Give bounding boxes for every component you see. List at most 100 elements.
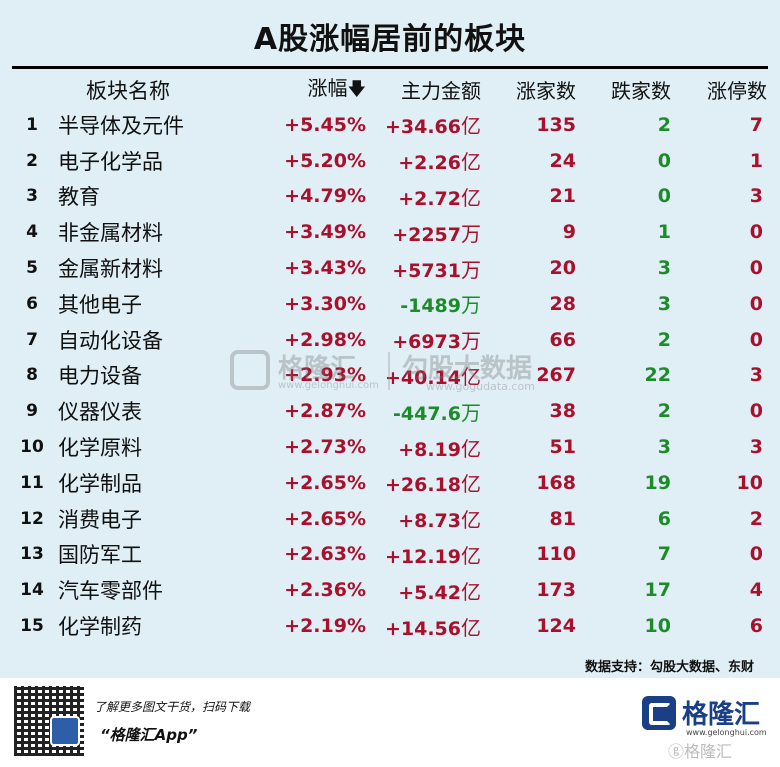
row-pct-change: +2.98% [284,328,366,351]
amount-header: 主力金额 [401,79,481,103]
row-main-amount: +6973万 [366,322,481,358]
row-limit-up-count: 0 [749,543,763,566]
row-amount-unit: 亿 [461,508,481,533]
row-amount-unit: 亿 [461,150,481,175]
table-row[interactable]: 15 化学制药 +2.19% +14.56亿 124 10 6 [14,608,780,644]
row-amount-value: -447.6 [393,402,461,425]
row-rank: 9 [26,401,38,422]
title-divider [12,66,768,69]
table-row[interactable]: 11 化学制品 +2.65% +26.18亿 168 19 10 [14,465,780,501]
row-pct-change: +4.79% [284,185,366,208]
row-amount-unit: 亿 [461,543,481,568]
row-sector-name: 教育 [58,185,100,210]
row-amount-value: +2257 [392,223,461,246]
table-row[interactable]: 8 电力设备 +2.93% +40.14亿 267 22 3 [14,358,780,394]
row-main-amount: +2257万 [366,214,481,250]
table-body: 1 半导体及元件 +5.45% +34.66亿 135 2 7 2 电子化学品 +5.20% +2.… [14,107,780,644]
row-down-count: 3 [657,436,671,459]
row-sector-name: 仪器仪表 [58,400,142,425]
row-main-amount: +34.66亿 [366,107,481,143]
row-sector-name: 汽车零部件 [58,579,163,604]
pct-header[interactable]: 涨幅🡇 [276,72,366,107]
row-up-count: 20 [549,257,576,280]
row-main-amount: +2.72亿 [366,179,481,215]
table-row[interactable]: 5 金属新材料 +3.43% +5731万 20 3 0 [14,250,780,286]
row-up-count: 9 [562,221,576,244]
row-amount-unit: 亿 [461,185,481,210]
row-amount-unit: 万 [461,221,481,246]
row-rank: 13 [20,544,44,565]
row-amount-value: +8.19 [398,438,461,461]
table-row[interactable]: 2 电子化学品 +5.20% +2.26亿 24 0 1 [14,143,780,179]
row-down-count: 7 [657,543,671,566]
brand-watermark: ⓖ格隆汇 [668,742,733,761]
row-up-count: 21 [549,185,576,208]
name-header: 板块名称 [86,78,170,103]
row-amount-value: -1489 [400,295,461,318]
qr-code-icon[interactable] [14,686,84,756]
row-rank: 1 [26,114,38,135]
brand-site: www.gelonghui.com [686,728,767,737]
row-pct-change: +3.49% [284,221,366,244]
table-row[interactable]: 10 化学原料 +2.73% +8.19亿 51 3 3 [14,429,780,465]
table-row[interactable]: 4 非金属材料 +3.49% +2257万 9 1 0 [14,214,780,250]
row-limit-up-count: 2 [749,507,763,530]
row-limit-up-count: 6 [749,615,763,638]
row-sector-name: 消费电子 [58,507,142,532]
row-up-count: 124 [536,615,576,638]
row-amount-unit: 亿 [461,114,481,139]
row-pct-change: +2.93% [284,364,366,387]
row-limit-up-count: 3 [749,185,763,208]
row-rank: 3 [26,186,38,207]
row-up-count: 168 [536,471,576,494]
table-row[interactable]: 3 教育 +4.79% +2.72亿 21 0 3 [14,179,780,215]
row-pct-change: +2.87% [284,400,366,423]
row-amount-value: +5731 [392,259,461,282]
table-row[interactable]: 9 仪器仪表 +2.87% -447.6万 38 2 0 [14,393,780,429]
row-amount-unit: 亿 [461,579,481,604]
row-limit-up-count: 4 [749,579,763,602]
row-sector-name: 自动化设备 [58,328,163,353]
table-row[interactable]: 12 消费电子 +2.65% +8.73亿 81 6 2 [14,501,780,537]
table-row[interactable]: 6 其他电子 +3.30% -1489万 28 3 0 [14,286,780,322]
row-up-count: 267 [536,364,576,387]
row-main-amount: +5731万 [366,250,481,286]
table-row[interactable]: 7 自动化设备 +2.98% +6973万 66 2 0 [14,322,780,358]
row-down-count: 2 [657,328,671,351]
row-limit-up-count: 0 [749,328,763,351]
row-main-amount: -1489万 [366,286,481,322]
row-sector-name: 化学原料 [58,436,142,461]
row-sector-name: 其他电子 [58,292,142,317]
table-row[interactable]: 1 半导体及元件 +5.45% +34.66亿 135 2 7 [14,107,780,143]
row-up-count: 51 [549,436,576,459]
row-main-amount: +26.18亿 [366,465,481,501]
row-rank: 6 [26,293,38,314]
row-sector-name: 非金属材料 [58,221,163,246]
row-amount-value: +40.14 [384,366,461,389]
row-sector-name: 金属新材料 [58,257,163,282]
row-amount-value: +14.56 [384,617,461,640]
row-rank: 11 [20,472,44,493]
rank-header [14,72,50,107]
table-row[interactable]: 14 汽车零部件 +2.36% +5.42亿 173 17 4 [14,572,780,608]
limit-up-header: 涨停数 [707,79,767,103]
sector-table: 板块名称 涨幅🡇 主力金额 涨家数 跌家数 涨停数 1 半导体及元件 +5.45% +… [14,72,780,644]
row-down-count: 10 [644,615,671,638]
row-limit-up-count: 10 [736,471,763,494]
row-limit-up-count: 0 [749,257,763,280]
row-down-count: 3 [657,292,671,315]
row-up-count: 135 [536,113,576,136]
brand-name: 格隆汇 [682,700,761,730]
row-rank: 10 [20,437,44,458]
table-row[interactable]: 13 国防军工 +2.63% +12.19亿 110 7 0 [14,537,780,573]
data-source: 数据支持：勾股大数据、东财 [584,660,754,675]
row-amount-unit: 万 [461,293,481,318]
row-amount-unit: 亿 [461,472,481,497]
row-pct-change: +2.36% [284,579,366,602]
row-pct-change: +3.43% [284,257,366,280]
row-amount-unit: 万 [461,257,481,282]
row-amount-value: +2.72 [398,187,461,210]
row-limit-up-count: 3 [749,436,763,459]
promo-app-name: “格隆汇App” [100,726,198,744]
row-sector-name: 电力设备 [58,364,142,389]
